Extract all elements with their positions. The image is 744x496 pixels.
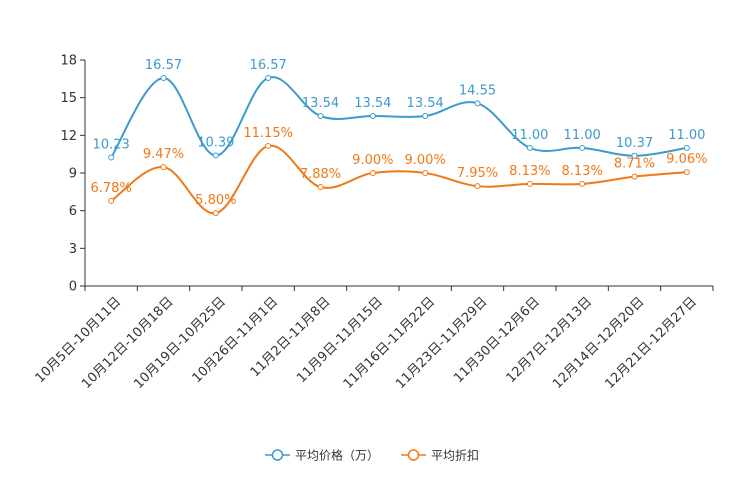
x-tick-label: 10月5日-10月11日: [33, 294, 125, 386]
x-tick-label: 12月21日-12月27日: [602, 294, 699, 391]
x-tick-label: 10月19日-10月25日: [131, 294, 228, 391]
data-point-1-5[interactable]: [369, 170, 376, 176]
data-label-1-7: 7.95%: [457, 166, 498, 181]
data-label-0-6: 13.54: [407, 96, 444, 111]
data-point-1-3[interactable]: [265, 143, 272, 150]
data-label-0-2: 10.39: [197, 136, 234, 151]
data-point-1-7[interactable]: [474, 183, 481, 190]
data-label-1-3: 11.15%: [243, 126, 293, 141]
data-label-1-10: 8.71%: [614, 157, 655, 172]
legend[interactable]: 平均价格（万） 平均折扣: [264, 448, 479, 463]
data-point-0-3[interactable]: [265, 74, 272, 81]
data-point-0-2[interactable]: [212, 152, 219, 159]
data-point-0-10[interactable]: [631, 152, 638, 159]
data-point-0-7[interactable]: [474, 100, 481, 107]
y-tick-label: 15: [60, 91, 77, 106]
data-point-1-2[interactable]: [212, 210, 219, 217]
data-label-0-9: 11.00: [564, 128, 601, 143]
data-label-1-4: 7.88%: [300, 167, 341, 182]
data-label-0-0: 10.23: [93, 138, 130, 153]
data-label-0-5: 13.54: [354, 96, 391, 111]
data-label-0-3: 16.57: [250, 58, 287, 73]
data-label-1-0: 6.78%: [91, 181, 132, 196]
x-tick-label: 11月16日-11月22日: [341, 294, 438, 391]
data-label-0-8: 11.00: [511, 128, 548, 143]
data-labels: 10.23 16.57 10.39 16.57 13.54 13.54 13.54 14.55…: [91, 58, 708, 208]
y-tick-label: 18: [60, 54, 77, 69]
data-label-0-7: 14.55: [459, 83, 496, 98]
y-tick-label: 6: [69, 204, 77, 219]
data-label-0-4: 13.54: [302, 96, 339, 111]
y-tick-label: 12: [60, 129, 77, 144]
data-point-0-1[interactable]: [160, 74, 167, 81]
x-tick-label: 11月23日-11月29日: [393, 294, 490, 391]
data-point-1-8[interactable]: [526, 180, 533, 187]
data-label-1-1: 9.47%: [143, 147, 184, 162]
data-point-0-9[interactable]: [579, 144, 586, 151]
data-label-0-1: 16.57: [145, 58, 182, 73]
data-point-0-6[interactable]: [422, 112, 429, 119]
data-label-0-11: 11.00: [668, 128, 705, 143]
data-point-1-6[interactable]: [422, 170, 429, 176]
data-label-0-10: 10.37: [616, 136, 653, 151]
data-point-0-0[interactable]: [108, 154, 115, 161]
data-label-1-9: 8.13%: [562, 164, 603, 179]
data-label-1-11: 9.06%: [666, 152, 707, 167]
data-point-1-4[interactable]: [317, 184, 324, 191]
data-point-1-0[interactable]: [108, 197, 115, 204]
data-point-1-11[interactable]: [683, 169, 690, 176]
data-point-1-1[interactable]: [160, 164, 167, 171]
data-label-1-5: 9.00%: [352, 153, 393, 168]
data-label-1-6: 9.00%: [405, 153, 446, 168]
data-point-0-5[interactable]: [369, 112, 376, 119]
data-point-0-11[interactable]: [683, 144, 690, 151]
data-point-1-9[interactable]: [579, 180, 586, 187]
legend-label: 平均折扣: [431, 448, 479, 463]
data-label-1-8: 8.13%: [509, 164, 550, 179]
y-tick-label: 3: [69, 242, 77, 257]
data-point-1-10[interactable]: [631, 173, 638, 180]
series-group: [108, 74, 690, 217]
x-tick-label: 10月12日-10月18日: [79, 294, 176, 391]
data-point-0-4[interactable]: [317, 112, 324, 119]
legend-marker: [271, 449, 284, 461]
legend-marker: [407, 449, 420, 461]
legend-item-0[interactable]: 平均价格（万）: [264, 448, 379, 463]
legend-label: 平均价格（万）: [295, 448, 379, 463]
data-label-1-2: 5.80%: [195, 193, 236, 208]
legend-item-1[interactable]: 平均折扣: [401, 448, 479, 463]
x-tick-label: 12月14日-12月20日: [550, 294, 647, 391]
y-tick-label: 9: [69, 167, 77, 182]
y-tick-label: 0: [69, 280, 77, 295]
data-point-0-8[interactable]: [526, 144, 533, 151]
